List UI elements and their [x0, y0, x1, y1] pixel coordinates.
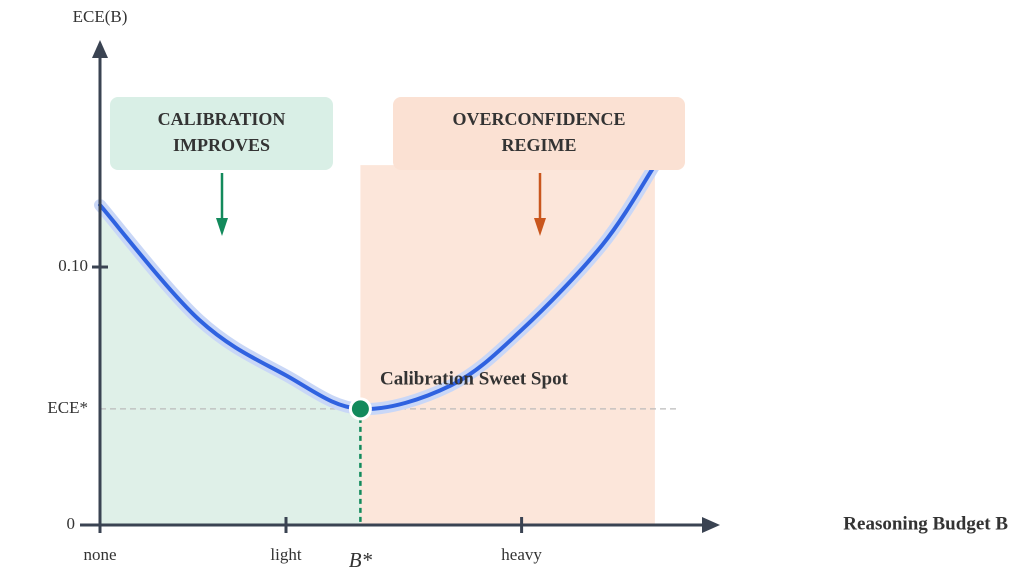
- y-tick-label: ECE*: [47, 398, 88, 417]
- curve: [98, 163, 657, 412]
- annotation-text: IMPROVES: [173, 135, 270, 155]
- optimum-point: [348, 397, 372, 421]
- y-tick-label: 0.10: [58, 256, 88, 275]
- x-tick-label: heavy: [501, 545, 542, 564]
- x-axis-label: Reasoning Budget B: [843, 513, 1008, 534]
- annotation-text: Calibration Sweet Spot: [380, 368, 569, 389]
- y-axis-label: ECE(B): [73, 7, 128, 26]
- x-tick-label: light: [270, 545, 301, 564]
- y-tick-label: 0: [67, 514, 76, 533]
- y-arrow: [92, 40, 108, 58]
- x-tick-label: none: [83, 545, 116, 564]
- annotation-text: REGIME: [501, 135, 576, 155]
- annotation-arrowhead: [216, 218, 228, 236]
- annotation-arrowhead: [534, 218, 546, 236]
- x-tick-label: B*: [349, 548, 373, 572]
- annotation-text: CALIBRATION: [158, 109, 286, 129]
- annotation-box: [393, 97, 685, 170]
- x-arrow: [702, 517, 720, 533]
- annotation-text: OVERCONFIDENCE: [452, 109, 625, 129]
- annotation-box: [110, 97, 333, 170]
